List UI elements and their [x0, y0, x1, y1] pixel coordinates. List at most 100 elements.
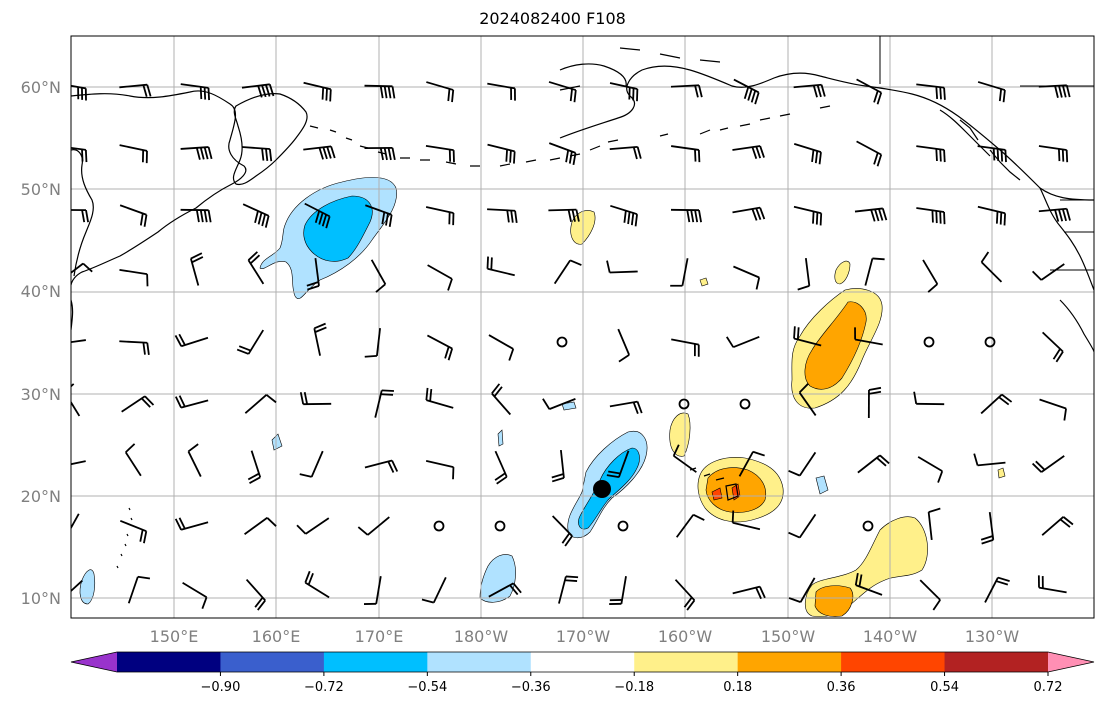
wind-barb-feather: [608, 470, 621, 475]
wind-barb-feather: [567, 209, 572, 222]
wind-barb-feather: [571, 209, 576, 222]
graticule: [71, 36, 1094, 618]
wind-barb-feather: [379, 85, 384, 99]
wind-barb-shaft: [190, 258, 200, 286]
wind-barb-shaft: [916, 207, 945, 213]
wind-barb-feather: [174, 518, 182, 531]
wind-barb-shaft: [305, 517, 330, 535]
wind-barb-feather: [573, 89, 577, 103]
wind-barb-feather: [788, 597, 801, 603]
wind-barb-feather: [303, 392, 309, 405]
wind-barb-feather: [391, 147, 396, 161]
wind-barb-shaft: [247, 329, 265, 355]
wind-barb-shaft: [487, 143, 515, 153]
wind-barb-feather: [692, 513, 705, 521]
kamchatka: [232, 93, 308, 186]
wind-barb-feather: [913, 391, 918, 404]
wind-barb-feather: [568, 151, 573, 164]
wind-barb-feather: [375, 283, 386, 293]
wind-barb-feather: [564, 579, 578, 582]
wind-barb-feather: [199, 209, 204, 223]
wind-barb-feather: [322, 147, 328, 160]
wind-barb-feather: [199, 147, 205, 160]
wind-barb-shaft: [733, 78, 760, 94]
wind-barb-feather: [81, 209, 86, 223]
wind-barb-feather: [623, 210, 627, 223]
wind-barb-shaft: [856, 140, 882, 156]
wind-barb-feather: [1000, 149, 1004, 162]
wind-barb-feather: [996, 148, 1000, 162]
wind-barb-feather: [207, 210, 212, 223]
wind-barb-feather: [207, 87, 210, 101]
wind-barb-feather: [144, 395, 155, 406]
wind-barb-shaft: [425, 206, 454, 214]
wind-barb-shaft: [71, 513, 80, 530]
wind-barb-feather: [873, 90, 879, 103]
lat-axis: 60°N 50°N 40°N 30°N 20°N 10°N: [21, 78, 61, 608]
wind-barb-shaft: [1039, 398, 1067, 410]
aleutians: [309, 125, 619, 167]
wind-barb-feather: [1031, 270, 1042, 281]
colorbar-tick-label: −0.72: [304, 680, 344, 695]
wind-barb-feather: [314, 210, 321, 223]
lon-label: 150°W: [761, 627, 816, 646]
wind-barb-feather: [137, 575, 151, 580]
lon-label: 170°E: [355, 627, 404, 646]
wind-barb-feather: [203, 209, 208, 223]
wind-barb-feather: [1055, 351, 1064, 363]
colorbar-bin: [220, 652, 325, 672]
wind-barb-feather: [1061, 85, 1067, 98]
wind-barb-feather: [999, 212, 1003, 225]
wind-barb-shaft: [799, 451, 817, 477]
wind-barb-feather: [879, 454, 890, 465]
asia-coast: [71, 90, 247, 286]
wind-barb-shaft: [119, 83, 148, 89]
wind-barb-feather: [551, 473, 564, 479]
wind-barb-feather: [1058, 209, 1064, 222]
wind-barb-feather: [683, 596, 693, 608]
contour-neg-s: [479, 554, 516, 603]
wind-barb-shaft: [675, 514, 695, 538]
contour-neg-w: [79, 569, 96, 605]
wind-barb-shaft: [180, 521, 209, 531]
wind-barb-feather: [203, 87, 207, 100]
lat-label: 10°N: [21, 589, 61, 608]
wind-barb-feather: [54, 534, 66, 538]
colorbar-tick-label: −0.90: [201, 680, 241, 695]
wind-barb-feather: [199, 86, 203, 100]
wind-barb-shaft: [127, 576, 139, 604]
wind-barb-feather: [429, 388, 433, 402]
wind-barb-shaft: [922, 259, 939, 285]
wind-barb-feather: [868, 390, 882, 395]
wind-barb-feather: [694, 85, 699, 98]
wind-barb-shaft: [732, 335, 760, 349]
wind-barb-feather: [387, 461, 395, 473]
coastlines: [71, 47, 1094, 569]
wind-barb-feather: [357, 526, 369, 536]
wind-barb-shaft: [673, 455, 697, 473]
wind-barb-feather: [686, 599, 696, 611]
wind-barb-shaft: [551, 515, 573, 537]
wind-barb-shaft: [1040, 263, 1065, 281]
wind-barb-shaft: [426, 334, 453, 350]
wind-barb-feather: [935, 148, 938, 162]
wind-barb-shaft: [427, 264, 453, 280]
wind-barb-feather: [868, 386, 882, 391]
wind-barb-feather: [421, 598, 434, 604]
wind-barb-feather: [1054, 209, 1060, 222]
wind-barb-feather: [261, 84, 267, 98]
wind-barb-feather: [1065, 208, 1071, 221]
wind-barb-shaft: [244, 394, 268, 414]
wind-barb-feather: [1004, 149, 1007, 163]
positive-contours: [570, 210, 1006, 617]
wind-barb-shaft: [674, 579, 696, 601]
wind-barb-feather: [81, 149, 84, 162]
wind-barb-feather: [750, 90, 757, 103]
wind-barb-feather: [510, 210, 514, 223]
wind-barb-shaft: [121, 395, 146, 413]
wind-barb-feather: [751, 208, 758, 221]
wind-barb-feather: [304, 570, 311, 583]
wind-barb-feather: [142, 84, 148, 98]
wind-barb-feather: [383, 147, 388, 161]
